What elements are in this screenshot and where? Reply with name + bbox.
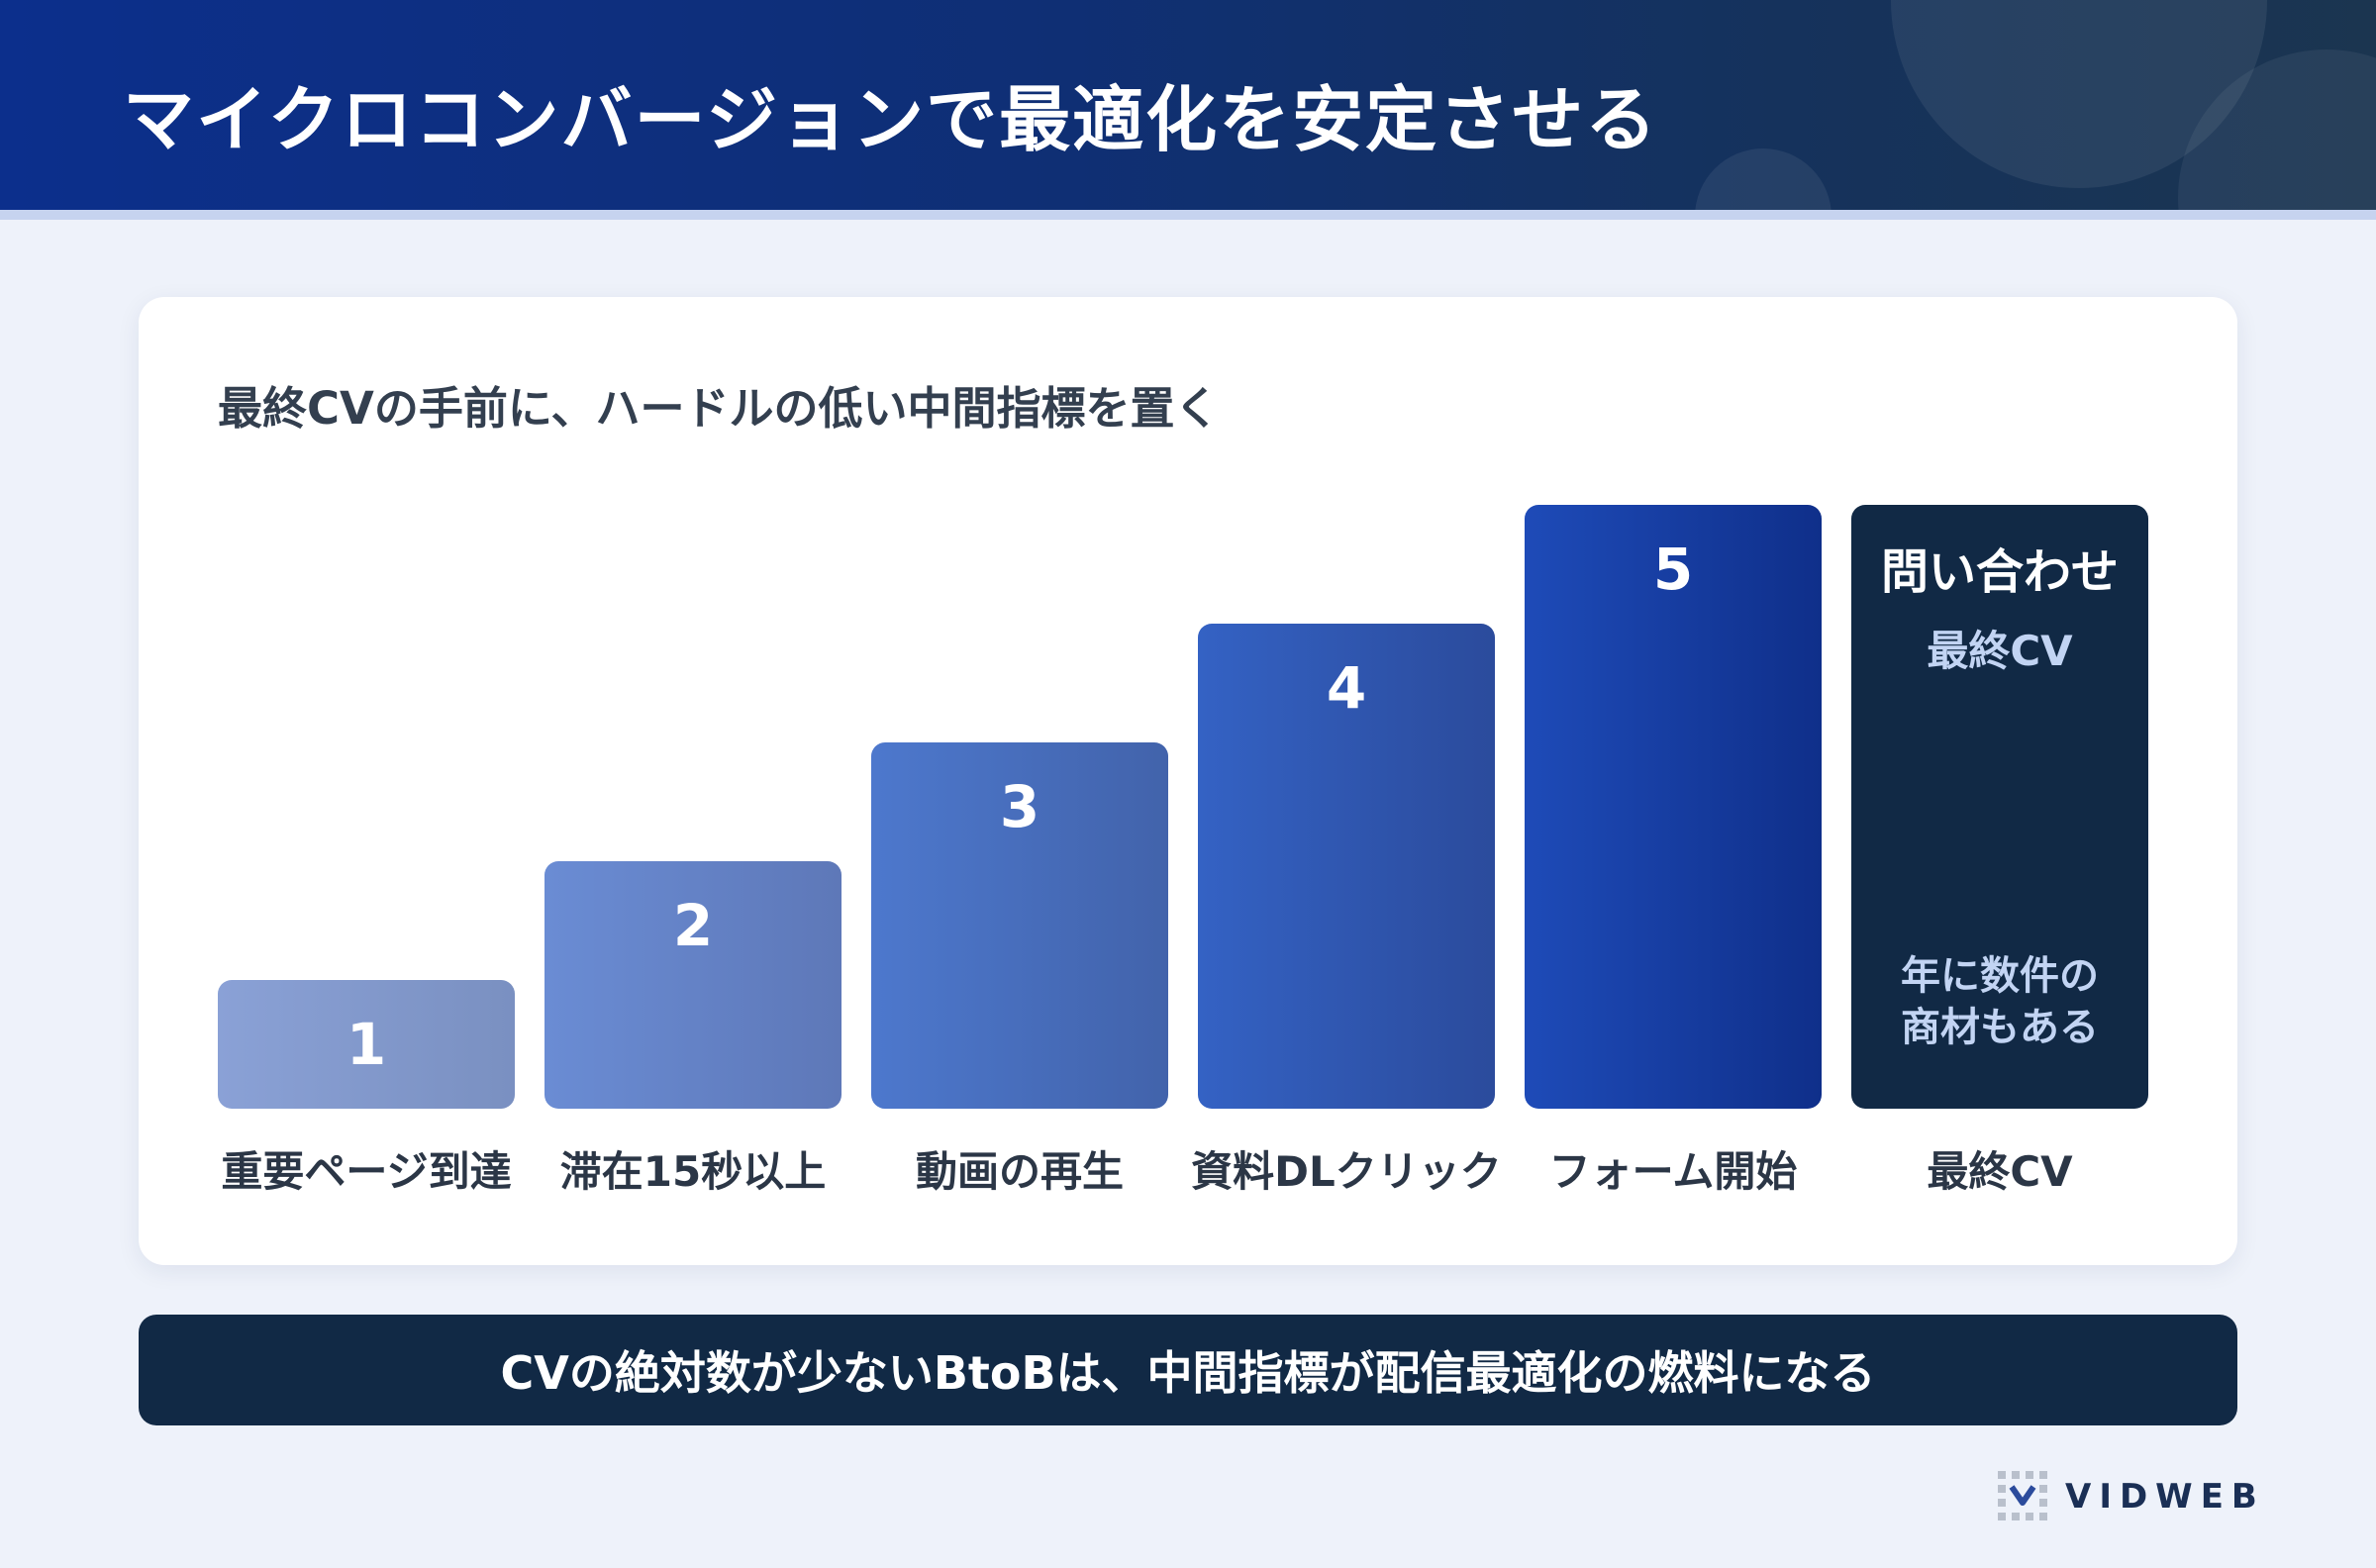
step-bar-1: 1 — [218, 980, 515, 1109]
step-bar-4: 4 — [1198, 624, 1495, 1109]
conclusion-banner: CVの絶対数が少ないBtoBは、中間指標が配信最適化の燃料になる — [139, 1315, 2237, 1425]
step-label-4: 資料DLクリック — [1191, 1147, 1502, 1196]
decorative-circle — [1695, 148, 1832, 210]
step-label-1: 重要ページ到達 — [221, 1147, 512, 1196]
vidweb-logo: VIDWEB — [1998, 1471, 2265, 1522]
page-title: マイクロコンバージョンで最適化を安定させる — [123, 78, 1659, 161]
step-number: 3 — [999, 773, 1040, 840]
final-cv-note-line: 商材もある — [1901, 1005, 2099, 1050]
step-bar-3: 3 — [871, 742, 1168, 1109]
final-cv-bar: 問い合わせ 最終CV 年に数件の 商材もある — [1851, 505, 2148, 1109]
step-label-2: 滞在15秒以上 — [559, 1147, 827, 1196]
final-cv-label: 最終CV — [1927, 1147, 2073, 1196]
final-cv-note: 年に数件の 商材もある — [1901, 950, 2099, 1053]
final-cv-note-line: 年に数件の — [1901, 953, 2099, 999]
step-bar-5: 5 — [1525, 505, 1822, 1109]
final-cv-subtitle: 最終CV — [1927, 626, 2073, 675]
header-banner: マイクロコンバージョンで最適化を安定させる — [0, 0, 2376, 210]
final-cv-name: 問い合わせ — [1880, 544, 2119, 600]
step-number: 1 — [346, 1011, 387, 1078]
step-label-3: 動画の再生 — [915, 1147, 1124, 1196]
step-number: 5 — [1652, 536, 1694, 603]
brand-name: VIDWEB — [2065, 1477, 2265, 1517]
step-number: 2 — [672, 892, 714, 959]
header-underline — [0, 210, 2376, 220]
step-bar-2: 2 — [544, 861, 842, 1109]
card-subtitle: 最終CVの手前に、ハードルの低い中間指標を置く — [218, 382, 1220, 435]
step-number: 4 — [1326, 654, 1367, 722]
step-label-5: フォーム開始 — [1548, 1147, 1798, 1196]
logo-dots-icon — [1998, 1471, 2047, 1520]
conclusion-text: CVの絶対数が少ないBtoBは、中間指標が配信最適化の燃料になる — [500, 1346, 1876, 1400]
